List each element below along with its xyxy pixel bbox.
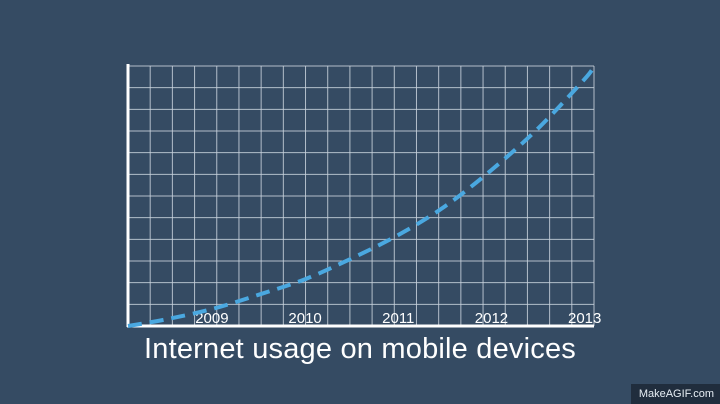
x-tick-label: 2013	[568, 310, 601, 327]
x-tick-label: 2009	[195, 310, 228, 327]
grid	[128, 65, 595, 326]
series-layer	[127, 64, 596, 328]
series-line	[127, 64, 596, 328]
axes	[126, 64, 594, 328]
x-tick-labels: 2009 2010 2011 2012 2013	[195, 310, 601, 327]
chart-title: Internet usage on mobile devices	[144, 333, 576, 365]
x-tick-label: 2011	[382, 310, 414, 327]
x-tick-label: 2010	[288, 310, 321, 327]
x-tick-label: 2012	[475, 310, 508, 327]
watermark: MakeAGIF.com	[630, 384, 720, 404]
